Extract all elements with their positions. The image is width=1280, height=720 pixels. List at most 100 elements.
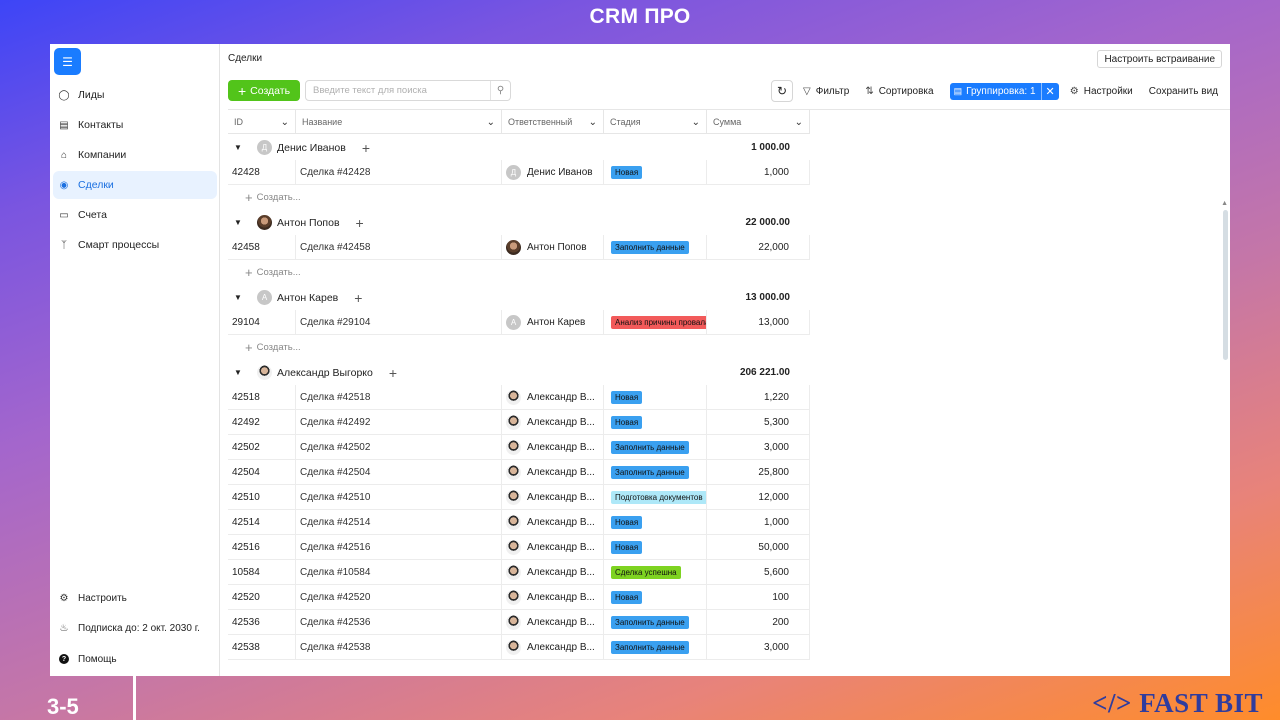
cell-stage[interactable]: Новая xyxy=(604,385,707,410)
settings-button[interactable]: ⚙ Настройки xyxy=(1070,86,1133,97)
cell-responsible[interactable]: Александр В... xyxy=(502,535,604,560)
table-row[interactable]: 42514 Сделка #42514 Александр В... Новая 1,0… xyxy=(228,510,810,535)
cell-responsible[interactable]: Александр В... xyxy=(502,510,604,535)
table-row[interactable]: 42520 Сделка #42520 Александр В... Новая 100 xyxy=(228,585,810,610)
cell-responsible[interactable]: Александр В... xyxy=(502,585,604,610)
table-row[interactable]: 10584 Сделка #10584 Александр В... Сделка у… xyxy=(228,560,810,585)
cell-stage[interactable]: Заполнить данные xyxy=(604,235,707,260)
cell-responsible[interactable]: Александр В... xyxy=(502,610,604,635)
save-view-button[interactable]: Сохранить вид xyxy=(1149,86,1218,97)
sidebar-item-contacts[interactable]: ▤ Контакты xyxy=(53,111,217,139)
refresh-button[interactable]: ↻ xyxy=(771,80,794,102)
table-row[interactable]: 42458 Сделка #42458 Антон Попов Заполнить д… xyxy=(228,235,810,260)
cell-responsible[interactable]: Александр В... xyxy=(502,385,604,410)
cell-responsible[interactable]: Александр В... xyxy=(502,485,604,510)
cell-stage[interactable]: Анализ причины провала xyxy=(604,310,707,335)
add-icon[interactable]: + xyxy=(388,364,398,381)
cell-responsible[interactable]: Александр В... xyxy=(502,435,604,460)
cell-responsible[interactable]: Д Денис Иванов xyxy=(502,160,604,185)
sort-button[interactable]: ⇅ Сортировка xyxy=(865,86,933,97)
table-row[interactable]: 42428 Сделка #42428 Д Денис Иванов Новая 1,00… xyxy=(228,160,810,185)
column-header-stage[interactable]: Стадия ⌄ xyxy=(604,110,707,134)
caret-down-icon[interactable]: ▼ xyxy=(234,293,242,302)
chevron-down-icon[interactable]: ⌄ xyxy=(794,116,803,128)
cell-name[interactable]: Сделка #42458 xyxy=(296,235,502,260)
cell-name[interactable]: Сделка #42536 xyxy=(296,610,502,635)
table-row[interactable]: 42536 Сделка #42536 Александр В... Заполнит… xyxy=(228,610,810,635)
search-icon[interactable]: ⚲ xyxy=(490,81,510,100)
cell-stage[interactable]: Заполнить данные xyxy=(604,635,707,660)
create-row-button[interactable]: + Создать... xyxy=(228,185,1218,210)
cell-name[interactable]: Сделка #10584 xyxy=(296,560,502,585)
cell-name[interactable]: Сделка #42502 xyxy=(296,435,502,460)
menu-toggle-button[interactable]: ☰ xyxy=(54,48,81,75)
search-input[interactable] xyxy=(306,81,490,100)
sidebar-item-companies[interactable]: ⌂ Компании xyxy=(53,141,217,169)
breadcrumb[interactable]: Сделки xyxy=(228,53,263,64)
scroll-up-icon[interactable]: ▲ xyxy=(1221,200,1228,207)
grouping-chip[interactable]: ▤ Группировка: 1 ✕ xyxy=(949,82,1059,100)
cell-stage[interactable]: Новая xyxy=(604,535,707,560)
cell-responsible[interactable]: А Антон Карев xyxy=(502,310,604,335)
cell-stage[interactable]: Новая xyxy=(604,160,707,185)
caret-down-icon[interactable]: ▼ xyxy=(234,218,242,227)
chevron-down-icon[interactable]: ⌄ xyxy=(486,116,495,128)
column-header-sum[interactable]: Сумма ⌄ xyxy=(707,110,810,134)
cell-responsible[interactable]: Александр В... xyxy=(502,635,604,660)
filter-button[interactable]: ▽ Фильтр xyxy=(803,86,849,97)
cell-stage[interactable]: Сделка успешна xyxy=(604,560,707,585)
cell-responsible[interactable]: Антон Попов xyxy=(502,235,604,260)
cell-stage[interactable]: Новая xyxy=(604,510,707,535)
sidebar-item-smart-processes[interactable]: ᛉ Смарт процессы xyxy=(53,231,217,259)
table-row[interactable]: 42518 Сделка #42518 Александр В... Новая 1,2… xyxy=(228,385,810,410)
chevron-down-icon[interactable]: ⌄ xyxy=(691,116,700,128)
chevron-down-icon[interactable]: ⌄ xyxy=(280,116,289,128)
cell-name[interactable]: Сделка #42492 xyxy=(296,410,502,435)
cell-name[interactable]: Сделка #42516 xyxy=(296,535,502,560)
sidebar-item-invoices[interactable]: ▭ Счета xyxy=(53,201,217,229)
create-button[interactable]: + Создать xyxy=(228,80,300,101)
table-row[interactable]: 42492 Сделка #42492 Александр В... Новая 5,3… xyxy=(228,410,810,435)
sidebar-item-deals[interactable]: ◉ Сделки xyxy=(53,171,217,199)
group-row[interactable]: ▼ А Антон Карев +13 000.00 xyxy=(228,285,810,310)
group-row[interactable]: ▼ Антон Попов +22 000.00 xyxy=(228,210,810,235)
close-icon[interactable]: ✕ xyxy=(1040,82,1059,100)
cell-name[interactable]: Сделка #42538 xyxy=(296,635,502,660)
caret-down-icon[interactable]: ▼ xyxy=(234,143,242,152)
table-row[interactable]: 42538 Сделка #42538 Александр В... Заполнит… xyxy=(228,635,810,660)
cell-responsible[interactable]: Александр В... xyxy=(502,560,604,585)
cell-stage[interactable]: Заполнить данные xyxy=(604,435,707,460)
cell-name[interactable]: Сделка #42428 xyxy=(296,160,502,185)
cell-responsible[interactable]: Александр В... xyxy=(502,410,604,435)
create-row-button[interactable]: + Создать... xyxy=(228,335,1218,360)
table-row[interactable]: 42504 Сделка #42504 Александр В... Заполнит… xyxy=(228,460,810,485)
group-row[interactable]: ▼ Д Денис Иванов +1 000.00 xyxy=(228,135,810,160)
configure-embed-button[interactable]: Настроить встраивание xyxy=(1097,50,1222,68)
cell-name[interactable]: Сделка #29104 xyxy=(296,310,502,335)
sidebar-item-leads[interactable]: ◯ Лиды xyxy=(53,81,217,109)
cell-name[interactable]: Сделка #42510 xyxy=(296,485,502,510)
cell-name[interactable]: Сделка #42504 xyxy=(296,460,502,485)
cell-stage[interactable]: Заполнить данные xyxy=(604,610,707,635)
column-header-id[interactable]: ID ⌄ xyxy=(228,110,296,134)
group-row[interactable]: ▼ Александр Выгорко +206 221.00 xyxy=(228,360,810,385)
chevron-down-icon[interactable]: ⌄ xyxy=(588,116,597,128)
caret-down-icon[interactable]: ▼ xyxy=(234,368,242,377)
cell-name[interactable]: Сделка #42518 xyxy=(296,385,502,410)
add-icon[interactable]: + xyxy=(355,214,364,231)
sidebar-help[interactable]: ? Помощь xyxy=(53,645,217,673)
cell-stage[interactable]: Заполнить данные xyxy=(604,460,707,485)
vertical-scrollbar[interactable] xyxy=(1223,210,1228,360)
create-row-button[interactable]: + Создать... xyxy=(228,260,1218,285)
add-icon[interactable]: + xyxy=(354,289,363,306)
cell-stage[interactable]: Новая xyxy=(604,410,707,435)
sidebar-subscription[interactable]: ♨ Подписка до: 2 окт. 2030 г. xyxy=(53,614,217,642)
sidebar-settings[interactable]: ⚙ Настроить xyxy=(53,584,217,612)
cell-name[interactable]: Сделка #42520 xyxy=(296,585,502,610)
table-row[interactable]: 29104 Сделка #29104 А Антон Карев Анализ при… xyxy=(228,310,810,335)
table-row[interactable]: 42502 Сделка #42502 Александр В... Заполнит… xyxy=(228,435,810,460)
add-icon[interactable]: + xyxy=(361,139,371,156)
cell-stage[interactable]: Подготовка документов xyxy=(604,485,707,510)
cell-name[interactable]: Сделка #42514 xyxy=(296,510,502,535)
cell-stage[interactable]: Новая xyxy=(604,585,707,610)
